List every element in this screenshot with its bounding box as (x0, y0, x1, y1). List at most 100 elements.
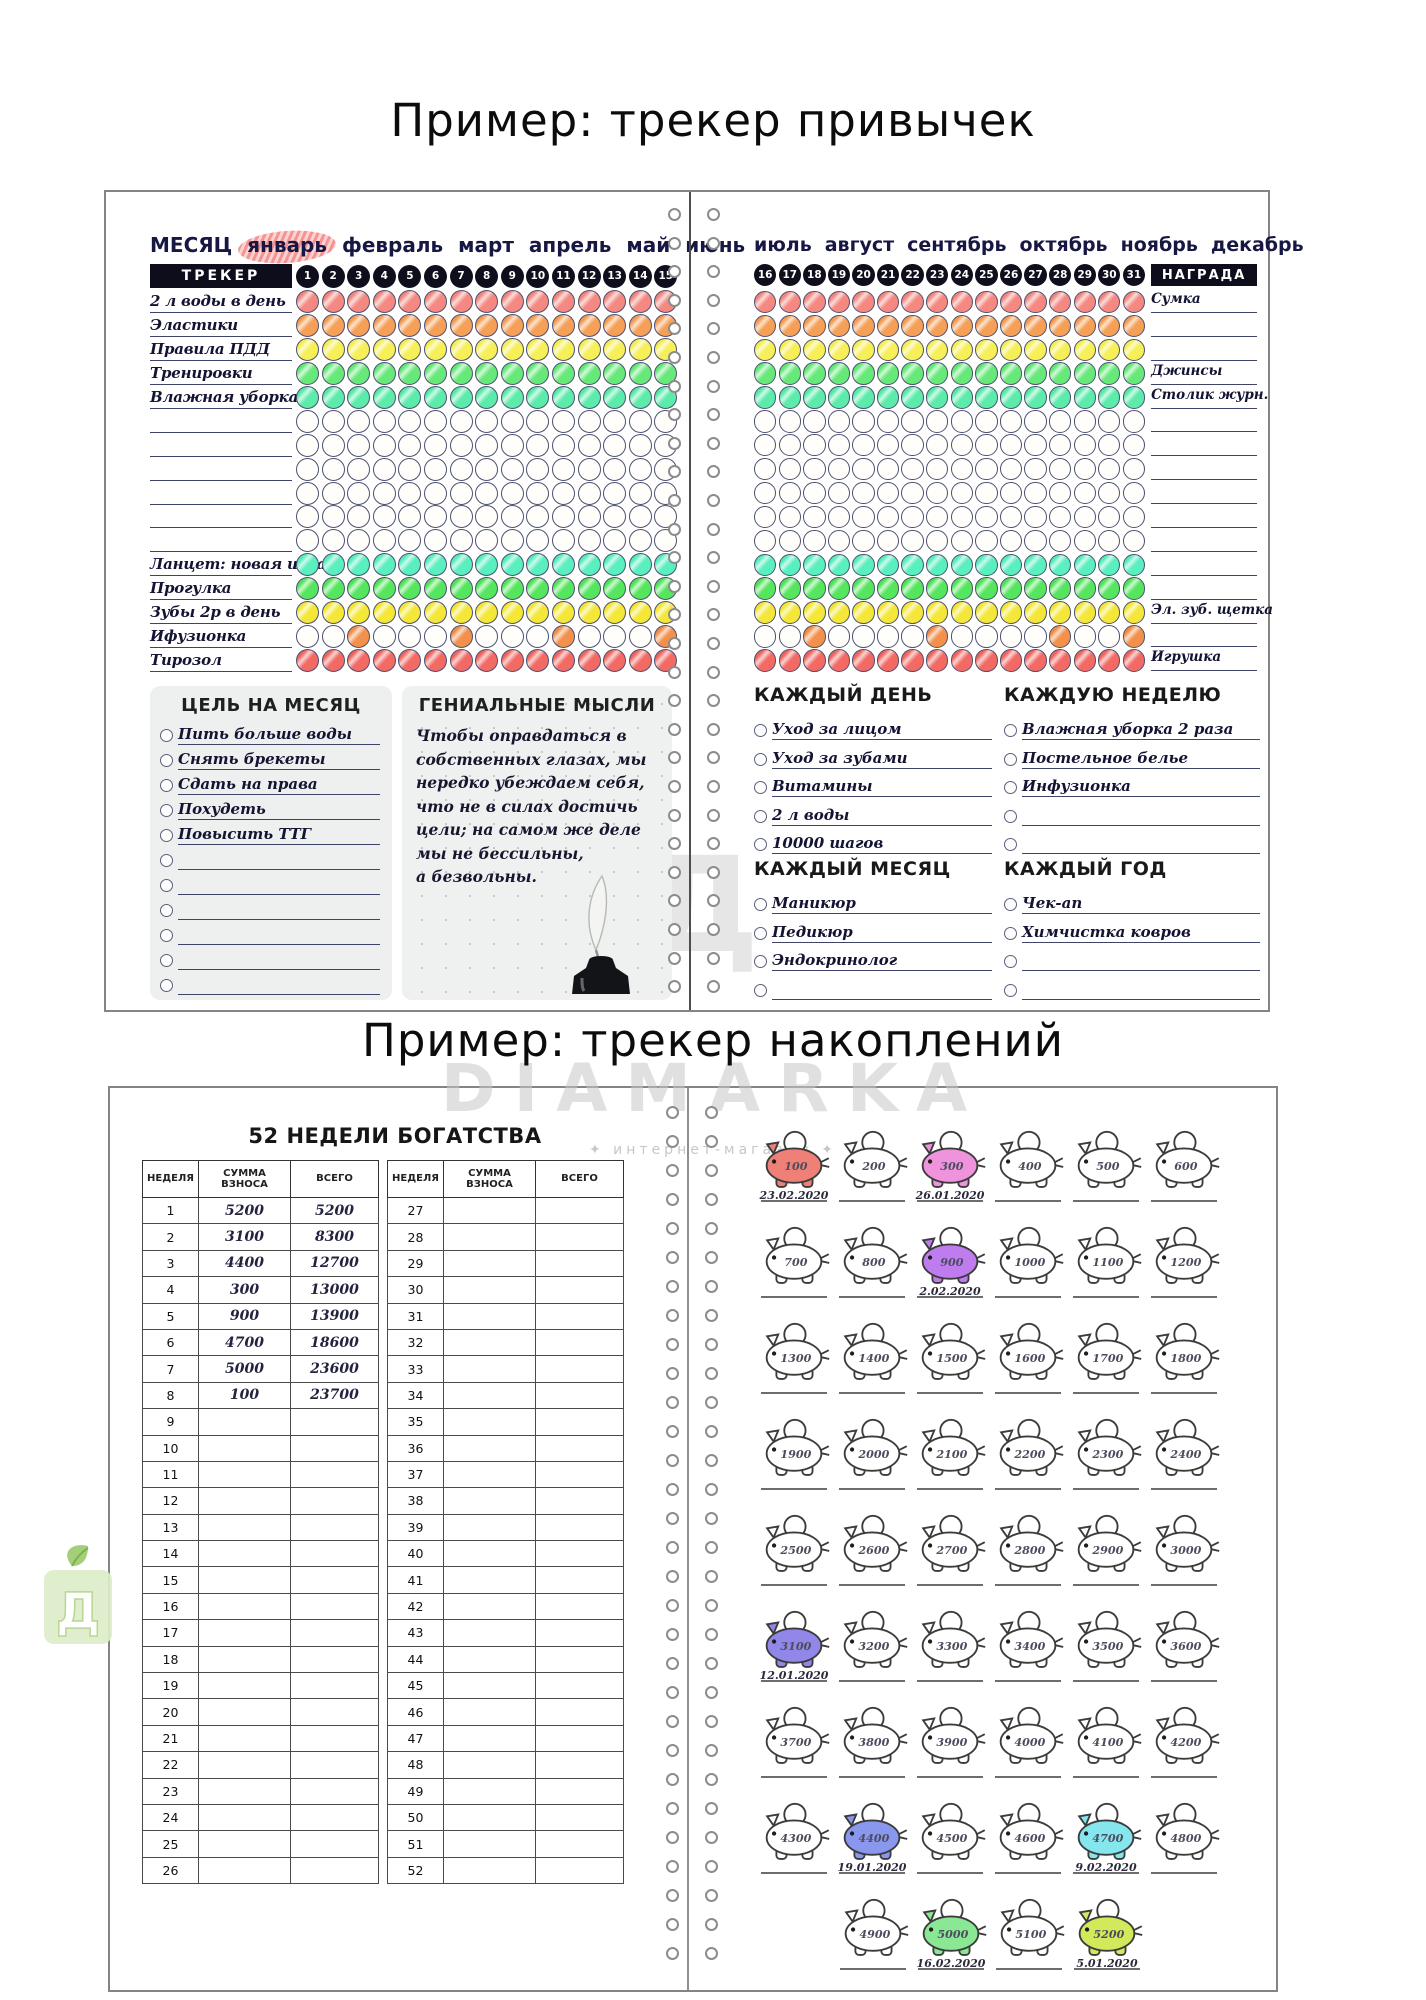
routine-item: Педикюр (754, 914, 992, 943)
tracker-cell (1122, 649, 1146, 672)
routine-item-text (1022, 824, 1260, 826)
piggy-date-line (839, 1286, 905, 1298)
tracker-cell (803, 553, 826, 576)
tracker-cell (398, 648, 422, 672)
week-number: 49 (387, 1777, 444, 1805)
tracker-cell (577, 314, 601, 338)
tracker-cell (321, 409, 345, 433)
routine-item: Инфузионка (1004, 769, 1260, 798)
deposit-value (443, 1487, 536, 1515)
piggy-icon: 2800 (999, 1514, 1064, 1572)
deposit-value (443, 1276, 536, 1304)
deposit-value (443, 1724, 536, 1753)
habit-cells (296, 481, 678, 505)
tracker-cell (1048, 553, 1072, 576)
routine-item: Эндокринолог (754, 943, 992, 972)
total-value (535, 1592, 624, 1621)
binder-hole (707, 865, 720, 879)
piggy-bank: 3400 (989, 1608, 1067, 1704)
column-header: НЕДЕЛЯ (142, 1160, 199, 1198)
binder-hole (705, 1715, 718, 1728)
tracker-cell (1073, 362, 1096, 385)
tracker-cell (999, 505, 1023, 529)
tracker-cell (1098, 314, 1121, 338)
total-value (535, 1619, 624, 1647)
tracker-cell (347, 648, 371, 672)
tracker-cell (778, 410, 801, 433)
piggy-bank: 4300 (755, 1800, 833, 1896)
piggy-date-line (1073, 1286, 1139, 1298)
habit-label (150, 529, 292, 553)
piggy-bank: 5000 16.02.2020 (912, 1896, 990, 1992)
piggy-icon: 3200 (843, 1610, 908, 1668)
piggy-value: 5100 (1015, 1928, 1046, 1941)
habit-cells (296, 433, 678, 457)
tracker-cell (852, 386, 875, 409)
tracker-cell (321, 553, 345, 577)
tracker-cell (1122, 314, 1146, 338)
tracker-cell (296, 577, 319, 601)
binder-hole (668, 894, 681, 908)
binder-hole (666, 1454, 679, 1467)
tracker-cell (754, 457, 777, 481)
tracker-cell (827, 410, 851, 433)
tracker-row: Прогулка (150, 577, 678, 601)
tracker-cell (975, 505, 998, 529)
goal-item-text: Пить больше воды (178, 725, 380, 745)
tracker-cell (1073, 434, 1096, 457)
piggy-value: 200 (861, 1160, 885, 1173)
piggy-icon: 3000 (1155, 1514, 1220, 1572)
tracker-cell (372, 505, 396, 529)
binder-hole (705, 1773, 718, 1786)
tracker-cell (398, 577, 422, 601)
binder-hole (707, 465, 720, 479)
thoughts-line: собственных глазах, мы (416, 749, 647, 769)
reward-label: Сумка (1151, 291, 1258, 313)
binder-hole (705, 1889, 718, 1902)
piggy-value: 3600 (1170, 1640, 1201, 1653)
routine-item: 10000 шагов (754, 826, 992, 854)
habit-cells (754, 505, 1146, 529)
tracker-cell (803, 505, 826, 529)
piggy-bank: 2500 (755, 1512, 833, 1608)
piggy-value: 5200 (1093, 1928, 1124, 1941)
binder-hole (707, 436, 720, 450)
binder-hole (666, 1164, 679, 1177)
tracker-cell (603, 338, 627, 362)
binder-hole (707, 236, 720, 250)
tracker-row: 2 л воды в день (150, 290, 678, 314)
tracker-cell (321, 505, 345, 529)
binder-hole (668, 951, 681, 965)
tracker-cell (500, 338, 524, 362)
piggy-icon: 3100 (765, 1610, 830, 1668)
month: июль (754, 234, 812, 256)
tracker-cell (628, 505, 652, 529)
piggy-value: 1800 (1170, 1352, 1201, 1365)
total-value (290, 1830, 379, 1858)
piggy-icon: 2500 (765, 1514, 830, 1572)
piggy-icon: 2600 (843, 1514, 908, 1572)
tracker-cell (1073, 457, 1096, 481)
habit-cells (754, 386, 1146, 409)
week-row: 30 (387, 1276, 624, 1304)
binder-hole (705, 1802, 718, 1815)
piggy-date-line (995, 1478, 1061, 1490)
week-row: 25 (142, 1830, 379, 1858)
piggy-bank: 4600 (989, 1800, 1067, 1896)
piggy-value: 3700 (780, 1736, 811, 1749)
tracker-cell (551, 601, 575, 625)
habit-label: Прогулка (150, 577, 292, 601)
piggy-date-line (839, 1382, 905, 1394)
tracker-cell (803, 481, 826, 505)
binder-hole (705, 1657, 718, 1670)
piggy-date: 2.02.2020 (919, 1285, 981, 1298)
binder-hole (705, 1425, 718, 1438)
habit-cells (296, 314, 678, 338)
tracker-cell (475, 433, 499, 457)
tracker-cell (296, 601, 319, 625)
habit-label (150, 505, 292, 529)
total-value (535, 1381, 624, 1410)
binder-hole (666, 1193, 679, 1206)
tracker-cell (603, 457, 627, 481)
circle-bullet-icon (160, 854, 173, 867)
